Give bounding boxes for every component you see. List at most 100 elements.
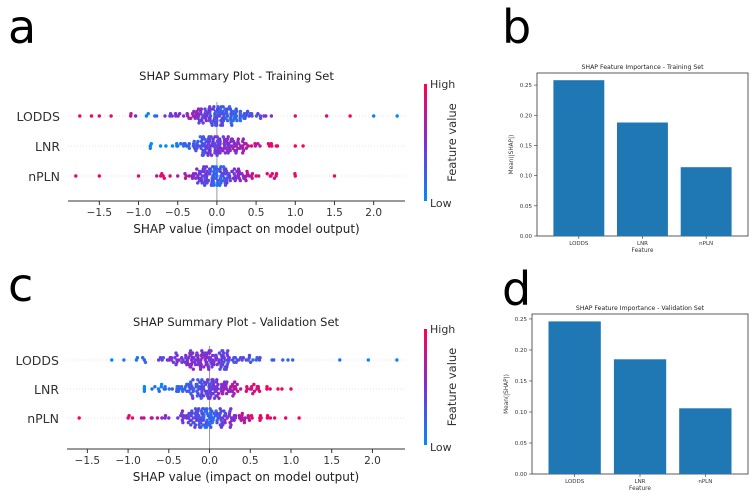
shap-point — [153, 114, 157, 118]
shap-point — [240, 411, 244, 416]
shap-point — [150, 387, 154, 391]
shap-point — [215, 378, 219, 382]
shap-point — [97, 174, 102, 178]
shap-point — [256, 112, 260, 116]
shap-point — [220, 382, 224, 387]
shap-point — [204, 362, 208, 367]
panel-label-d: d — [502, 262, 532, 316]
shap-point — [211, 353, 215, 358]
x-tick-label: 0.0 — [201, 455, 218, 467]
shap-point — [223, 151, 227, 155]
x-tick-label: 0.5 — [242, 455, 259, 467]
shap-point — [253, 142, 257, 146]
shap-point — [220, 391, 224, 396]
shap-point — [163, 114, 167, 118]
shap-point — [224, 414, 228, 418]
shap-point — [197, 178, 202, 183]
x-tick-label: −1.0 — [126, 207, 152, 219]
shap-point — [143, 360, 148, 364]
shap-point — [207, 172, 211, 176]
x-tick-label: 2.0 — [365, 207, 382, 219]
shap-point — [196, 139, 200, 144]
shap-point — [179, 142, 183, 146]
shap-point — [209, 425, 213, 429]
shap-point — [231, 176, 236, 180]
shap-point — [142, 416, 146, 420]
shap-point — [167, 416, 171, 420]
x-tick-label: 1.5 — [323, 455, 340, 467]
x-axis-label: SHAP value (impact on model output) — [133, 222, 360, 236]
shap-point — [245, 109, 250, 114]
shap-point — [237, 142, 241, 146]
shap-point — [187, 389, 191, 393]
shap-point — [206, 423, 211, 427]
shap-point — [201, 153, 205, 157]
y-tick-label: 0.20 — [515, 348, 528, 354]
shap-point — [78, 114, 82, 118]
shap-point — [269, 142, 273, 146]
importance-chart-validation: SHAP Feature Importance - Validation Set… — [504, 305, 749, 492]
shap-point — [185, 382, 189, 387]
panel-label-a: a — [8, 0, 37, 54]
y-tick-label: 0.25 — [515, 317, 528, 323]
shap-point — [214, 123, 218, 127]
shap-point — [204, 425, 209, 429]
shap-point — [221, 148, 225, 153]
shap-point — [181, 414, 186, 418]
shap-point — [237, 414, 241, 418]
x-tick-label: 1.0 — [287, 207, 304, 219]
shap-point — [198, 135, 202, 139]
shap-point — [258, 356, 262, 360]
shap-point — [173, 356, 177, 360]
shap-point — [209, 153, 214, 157]
shap-point — [227, 105, 232, 109]
x-tick-label: 2.0 — [364, 455, 381, 467]
shap-point — [187, 146, 191, 150]
shap-point — [210, 123, 214, 127]
shap-point — [202, 165, 206, 169]
shap-point — [293, 144, 297, 148]
shap-point — [161, 356, 165, 360]
x-tick-label: nPLN — [699, 241, 713, 247]
chart-title: SHAP Summary Plot - Validation Set — [133, 315, 340, 329]
shap-point — [273, 416, 277, 420]
shap-point — [236, 389, 240, 393]
shap-point — [222, 409, 226, 413]
shap-summary-training: SHAP Summary Plot - Training Set LODDS LNR… — [16, 69, 459, 236]
y-axis-label: Mean(|SHAP|) — [509, 135, 515, 175]
shap-point — [200, 378, 204, 382]
shap-point — [372, 114, 376, 118]
panel-label-b: b — [502, 0, 532, 54]
chart-title: SHAP Feature Importance - Validation Set — [576, 305, 705, 312]
shap-point — [187, 411, 191, 416]
shap-point — [221, 423, 225, 427]
shap-point — [218, 407, 222, 411]
shap-point — [215, 135, 219, 139]
shap-point — [195, 389, 199, 393]
shap-point — [122, 358, 126, 362]
shap-point — [274, 144, 278, 148]
shap-point — [250, 385, 254, 389]
shap-point — [297, 416, 301, 420]
shap-point — [239, 387, 243, 391]
shap-point — [211, 137, 215, 141]
shap-point — [135, 356, 140, 360]
shap-point — [204, 391, 208, 396]
shap-point — [170, 114, 174, 118]
shap-point — [366, 358, 370, 362]
shap-point — [215, 183, 219, 187]
shap-point — [265, 385, 269, 389]
x-tick-label: nPLN — [698, 479, 712, 485]
shap-point — [257, 174, 261, 178]
shap-point — [141, 356, 145, 360]
shap-point — [211, 165, 216, 169]
shap-point — [232, 109, 236, 114]
shap-point — [177, 358, 181, 362]
shap-point — [219, 105, 224, 109]
shap-point — [249, 112, 254, 116]
shap-point — [211, 418, 215, 422]
shap-point — [213, 353, 218, 358]
shap-point — [241, 356, 246, 360]
shap-point — [188, 349, 193, 353]
bar-npln — [680, 167, 732, 236]
